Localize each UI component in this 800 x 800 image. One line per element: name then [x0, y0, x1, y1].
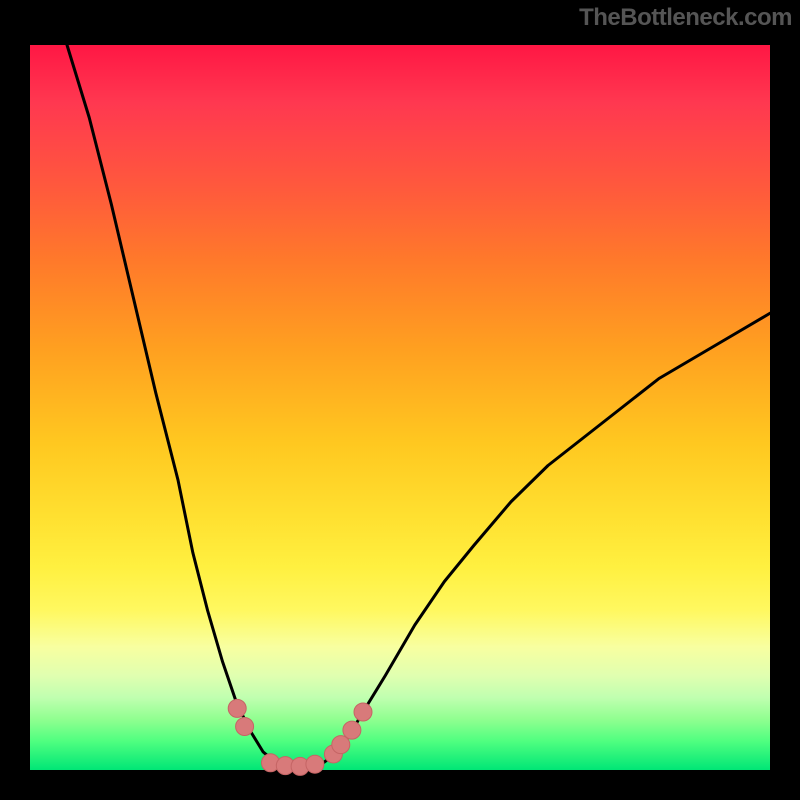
curve-marker: [236, 718, 254, 736]
chart-svg: [0, 0, 800, 800]
bottleneck-curve: [67, 45, 770, 768]
curve-marker: [228, 699, 246, 717]
curve-marker: [306, 755, 324, 773]
chart-container: TheBottleneck.com: [0, 0, 800, 800]
curve-marker: [343, 721, 361, 739]
curve-marker: [354, 703, 372, 721]
curve-marker: [332, 736, 350, 754]
